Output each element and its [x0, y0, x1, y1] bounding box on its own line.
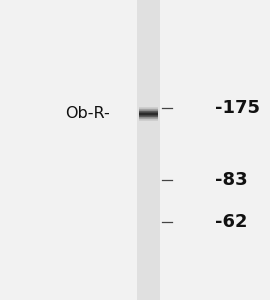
Bar: [139, 112, 158, 113]
Bar: [139, 117, 158, 118]
Bar: [139, 109, 158, 110]
Bar: [139, 115, 158, 116]
Text: Ob-R-: Ob-R-: [66, 106, 110, 122]
Bar: [139, 116, 158, 117]
Bar: [139, 107, 158, 108]
Text: -175: -175: [215, 99, 260, 117]
Text: -62: -62: [215, 213, 248, 231]
Bar: [139, 118, 158, 119]
Bar: [139, 120, 158, 121]
Bar: [139, 114, 158, 115]
Bar: [139, 111, 158, 112]
Bar: [139, 113, 158, 114]
Bar: [139, 110, 158, 111]
Text: -83: -83: [215, 171, 248, 189]
Bar: [137, 0, 160, 300]
Bar: [139, 108, 158, 109]
Bar: [139, 119, 158, 120]
